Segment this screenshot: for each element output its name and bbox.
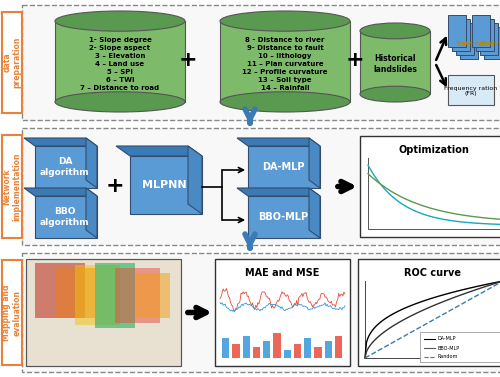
FancyBboxPatch shape — [242, 336, 250, 358]
Polygon shape — [309, 188, 320, 238]
Text: +: + — [178, 51, 198, 70]
FancyBboxPatch shape — [253, 347, 260, 358]
Text: +: + — [346, 51, 364, 70]
FancyBboxPatch shape — [2, 135, 22, 238]
Text: ROC curve: ROC curve — [404, 268, 462, 278]
Ellipse shape — [55, 92, 185, 112]
FancyBboxPatch shape — [222, 339, 230, 358]
Polygon shape — [248, 146, 320, 188]
Text: data
preparation: data preparation — [2, 37, 22, 88]
Polygon shape — [24, 138, 97, 146]
Polygon shape — [24, 188, 97, 196]
Text: DA-MLP: DA-MLP — [262, 162, 304, 172]
Ellipse shape — [220, 92, 350, 112]
FancyBboxPatch shape — [358, 259, 500, 366]
Polygon shape — [86, 138, 97, 188]
Text: BBO
algorithm: BBO algorithm — [40, 207, 90, 227]
FancyBboxPatch shape — [360, 31, 430, 94]
Text: MAE and MSE: MAE and MSE — [245, 268, 319, 278]
FancyBboxPatch shape — [22, 128, 500, 245]
Ellipse shape — [55, 11, 185, 31]
Polygon shape — [35, 146, 97, 188]
FancyBboxPatch shape — [26, 259, 181, 366]
FancyBboxPatch shape — [294, 344, 301, 358]
Text: Optimization: Optimization — [398, 145, 469, 155]
Text: BBO-MLP: BBO-MLP — [258, 212, 308, 222]
FancyBboxPatch shape — [35, 263, 85, 318]
Polygon shape — [248, 196, 320, 238]
Text: 8 - Distance to river
9- Distance to fault
10 – lithology
11 – Plan curvature
12: 8 - Distance to river 9- Distance to fau… — [242, 37, 328, 90]
FancyBboxPatch shape — [480, 23, 498, 55]
Polygon shape — [130, 156, 202, 214]
Polygon shape — [237, 138, 320, 146]
FancyBboxPatch shape — [55, 21, 185, 102]
FancyBboxPatch shape — [2, 260, 22, 365]
Polygon shape — [188, 146, 202, 214]
FancyBboxPatch shape — [335, 336, 342, 358]
FancyBboxPatch shape — [314, 347, 322, 358]
Text: Testing: Testing — [480, 40, 500, 46]
Text: BBO-MLP: BBO-MLP — [437, 345, 459, 351]
Text: +: + — [106, 176, 124, 196]
FancyBboxPatch shape — [22, 253, 500, 372]
Text: DA-MLP: DA-MLP — [437, 337, 456, 342]
FancyBboxPatch shape — [95, 263, 135, 328]
FancyBboxPatch shape — [448, 15, 466, 47]
FancyBboxPatch shape — [420, 332, 500, 362]
FancyBboxPatch shape — [215, 259, 350, 366]
FancyBboxPatch shape — [456, 23, 474, 55]
FancyBboxPatch shape — [360, 136, 500, 237]
FancyBboxPatch shape — [324, 341, 332, 358]
Text: 1- Slope degree
2- Slope aspect
3 – Elevation
4 – Land use
5 – SPI
6 – TWI
7 – D: 1- Slope degree 2- Slope aspect 3 – Elev… — [80, 37, 160, 90]
FancyBboxPatch shape — [452, 19, 470, 51]
FancyBboxPatch shape — [232, 344, 239, 358]
Text: Historical
landslides: Historical landslides — [373, 54, 417, 75]
FancyBboxPatch shape — [75, 265, 120, 325]
Polygon shape — [237, 188, 320, 196]
Ellipse shape — [360, 23, 430, 39]
FancyBboxPatch shape — [476, 19, 494, 51]
FancyBboxPatch shape — [460, 27, 478, 59]
Text: Frequency ration
(FR): Frequency ration (FR) — [444, 86, 498, 97]
Text: MLPNN: MLPNN — [142, 180, 187, 190]
Text: Random: Random — [437, 354, 458, 360]
FancyBboxPatch shape — [220, 21, 350, 102]
FancyBboxPatch shape — [22, 5, 500, 120]
Text: Network
implementation: Network implementation — [2, 152, 22, 221]
FancyBboxPatch shape — [472, 15, 490, 47]
FancyBboxPatch shape — [484, 27, 500, 59]
Polygon shape — [309, 138, 320, 188]
FancyBboxPatch shape — [115, 268, 160, 323]
Text: Training: Training — [455, 40, 483, 46]
Polygon shape — [116, 146, 202, 156]
Ellipse shape — [360, 86, 430, 102]
FancyBboxPatch shape — [284, 349, 291, 358]
Polygon shape — [35, 196, 97, 238]
FancyBboxPatch shape — [263, 341, 270, 358]
FancyBboxPatch shape — [55, 268, 95, 318]
FancyBboxPatch shape — [448, 75, 494, 105]
FancyBboxPatch shape — [273, 333, 280, 358]
Text: Mapping and
evaluation: Mapping and evaluation — [2, 284, 22, 341]
FancyBboxPatch shape — [304, 339, 312, 358]
Ellipse shape — [220, 11, 350, 31]
Text: DA
algorithm: DA algorithm — [40, 157, 90, 177]
FancyBboxPatch shape — [135, 273, 170, 318]
FancyBboxPatch shape — [2, 12, 22, 113]
Polygon shape — [86, 188, 97, 238]
